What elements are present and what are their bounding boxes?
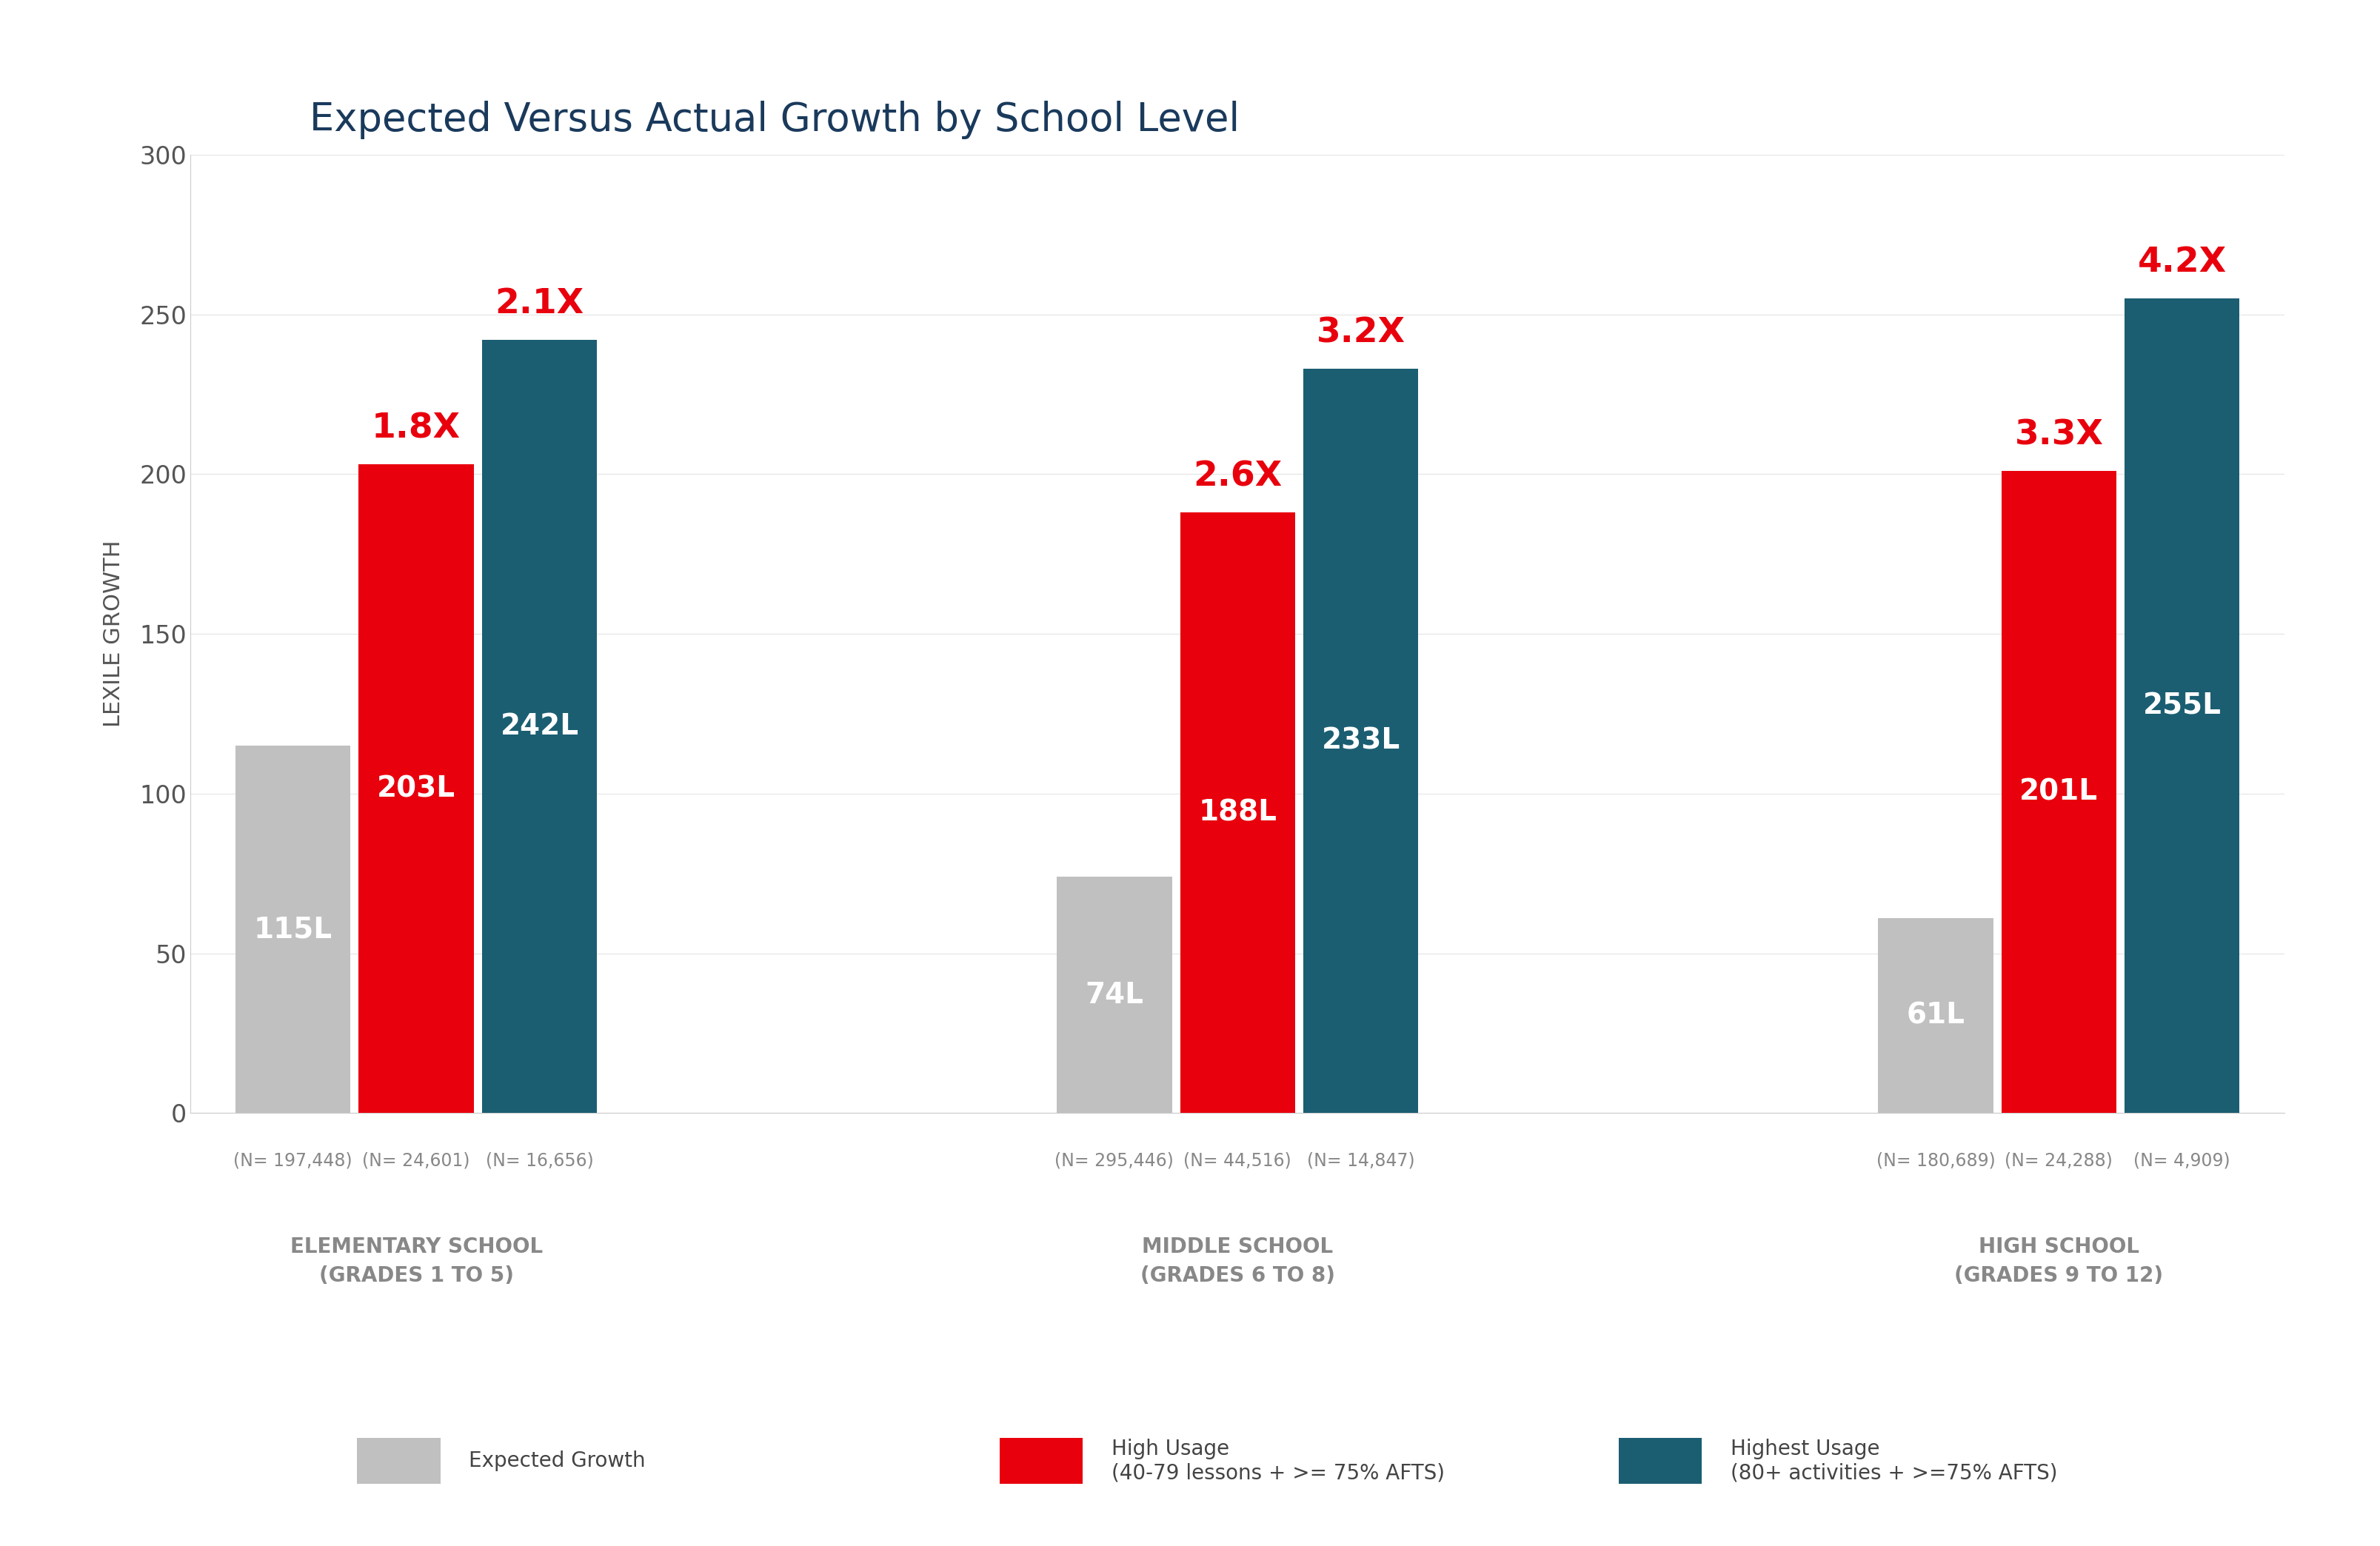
Text: ELEMENTARY SCHOOL
(GRADES 1 TO 5): ELEMENTARY SCHOOL (GRADES 1 TO 5) [290, 1237, 543, 1286]
Text: 61L: 61L [1906, 1002, 1966, 1030]
Text: (N= 295,446): (N= 295,446) [1054, 1152, 1173, 1169]
Bar [1878, 918, 1992, 1113]
Text: 115L: 115L [255, 915, 333, 943]
Text: (N= 24,601): (N= 24,601) [362, 1152, 471, 1169]
Text: Expected Versus Actual Growth by School Level: Expected Versus Actual Growth by School … [309, 100, 1240, 139]
Text: 188L: 188L [1200, 799, 1276, 827]
Text: 3.2X: 3.2X [1316, 317, 1404, 349]
Bar [483, 340, 597, 1113]
Text: Highest Usage
(80+ activities + >=75% AFTS): Highest Usage (80+ activities + >=75% AF… [1730, 1439, 2056, 1483]
Text: High Usage
(40-79 lessons + >= 75% AFTS): High Usage (40-79 lessons + >= 75% AFTS) [1111, 1439, 1445, 1483]
Y-axis label: LEXILE GROWTH: LEXILE GROWTH [102, 541, 124, 727]
Text: 2.1X: 2.1X [495, 288, 583, 320]
Bar [359, 464, 474, 1113]
Text: 203L: 203L [376, 775, 455, 802]
Text: 242L: 242L [500, 713, 578, 741]
Text: 2.6X: 2.6X [1192, 461, 1283, 493]
Text: (N= 197,448): (N= 197,448) [233, 1152, 352, 1169]
Bar [2002, 472, 2116, 1113]
Bar [2125, 298, 2240, 1113]
Text: Expected Growth: Expected Growth [469, 1450, 645, 1472]
Bar [1180, 512, 1295, 1113]
Text: (N= 24,288): (N= 24,288) [2004, 1152, 2113, 1169]
Text: 233L: 233L [1321, 727, 1399, 754]
Text: 201L: 201L [2021, 778, 2099, 805]
Text: (N= 180,689): (N= 180,689) [1875, 1152, 1994, 1169]
Text: (N= 44,516): (N= 44,516) [1183, 1152, 1292, 1169]
Bar [1057, 877, 1171, 1113]
Text: 74L: 74L [1085, 980, 1145, 1010]
Text: 255L: 255L [2142, 691, 2221, 720]
Text: 3.3X: 3.3X [2013, 419, 2104, 451]
Text: (N= 14,847): (N= 14,847) [1307, 1152, 1414, 1169]
Text: (N= 16,656): (N= 16,656) [486, 1152, 593, 1169]
Text: 1.8X: 1.8X [371, 413, 462, 445]
Text: 4.2X: 4.2X [2137, 246, 2228, 280]
Text: (N= 4,909): (N= 4,909) [2135, 1152, 2230, 1169]
Text: MIDDLE SCHOOL
(GRADES 6 TO 8): MIDDLE SCHOOL (GRADES 6 TO 8) [1140, 1237, 1335, 1286]
Text: HIGH SCHOOL
(GRADES 9 TO 12): HIGH SCHOOL (GRADES 9 TO 12) [1954, 1237, 2163, 1286]
Bar [1304, 368, 1418, 1113]
Bar [236, 745, 350, 1113]
